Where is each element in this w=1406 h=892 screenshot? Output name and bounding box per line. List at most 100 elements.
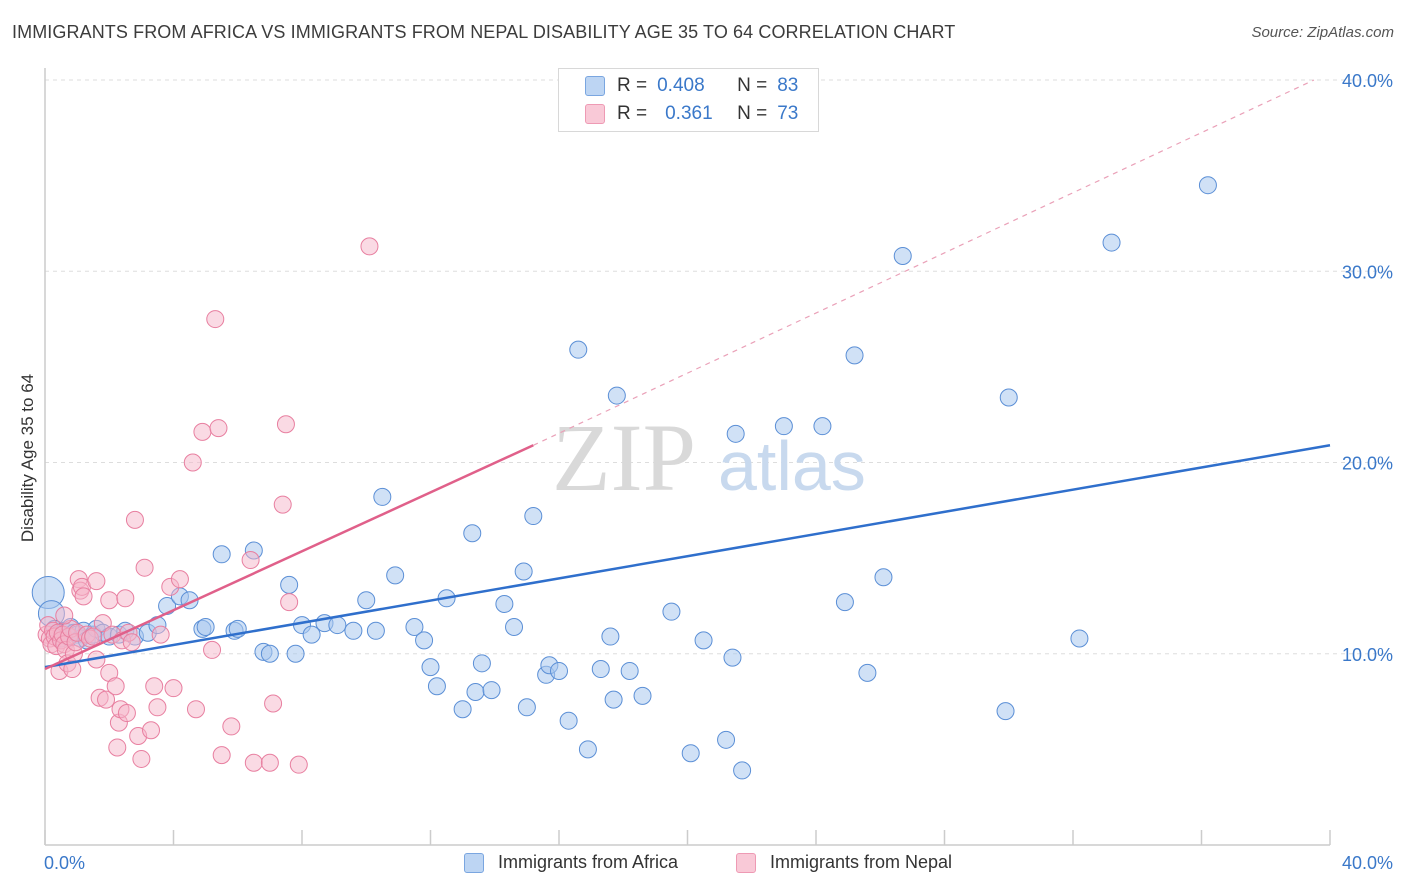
data-point-africa — [466, 683, 485, 701]
data-point-africa — [550, 661, 568, 680]
data-point-nepal — [209, 419, 228, 438]
data-point-africa — [726, 424, 745, 443]
data-point-africa — [517, 698, 536, 717]
legend-row-nepal: R = 0.361 N = 73 — [585, 101, 798, 127]
data-point-nepal — [87, 572, 106, 591]
data-point-africa — [569, 340, 588, 359]
bottom-legend-africa: Immigrants from Africa — [464, 852, 678, 873]
data-point-africa — [999, 388, 1018, 407]
legend-swatch-africa — [585, 76, 605, 96]
x-tick-label: 0.0% — [44, 853, 85, 873]
legend-n-label: N = — [737, 75, 768, 96]
data-point-africa — [874, 568, 893, 587]
data-point-africa — [505, 617, 524, 636]
data-point-africa — [845, 346, 864, 365]
data-point-nepal — [193, 422, 212, 441]
data-point-africa — [774, 417, 793, 436]
data-point-africa — [260, 644, 279, 663]
data-point-africa — [286, 644, 305, 663]
trend-lines — [44, 79, 1331, 671]
data-point-nepal — [142, 721, 161, 740]
chart-title: IMMIGRANTS FROM AFRICA VS IMMIGRANTS FRO… — [12, 22, 956, 42]
data-point-nepal — [55, 606, 74, 625]
bottom-legend-swatch-africa — [464, 852, 484, 873]
y-tick-label: 40.0% — [1342, 71, 1393, 91]
data-point-africa — [733, 761, 752, 780]
data-point-africa — [601, 627, 620, 646]
data-point-africa — [357, 591, 376, 610]
data-point-africa — [421, 658, 440, 677]
x-tick-label: 40.0% — [1342, 853, 1393, 873]
data-point-nepal — [260, 753, 279, 772]
data-point-nepal — [280, 593, 299, 612]
data-point-nepal — [206, 310, 225, 329]
data-point-africa — [591, 660, 610, 679]
legend-row-africa: R = 0.408 N = 83 — [585, 73, 798, 99]
data-point-nepal — [145, 677, 164, 696]
trend-extension-nepal — [533, 79, 1315, 446]
data-point-nepal — [116, 589, 135, 608]
data-point-nepal — [264, 694, 283, 713]
data-point-africa — [813, 417, 832, 436]
data-point-nepal — [164, 679, 183, 698]
legend-r-label: R = — [617, 75, 648, 96]
tick-labels: 10.0% 20.0% 30.0% 40.0% 0.0% 40.0% — [44, 71, 1393, 873]
legend-n-value: 83 — [777, 75, 799, 96]
data-point-nepal — [74, 587, 93, 606]
legend-r-label: R = — [617, 103, 648, 124]
data-point-nepal — [117, 704, 136, 723]
data-point-africa — [620, 661, 639, 680]
data-point-africa — [427, 677, 446, 696]
data-point-nepal — [106, 677, 125, 696]
data-point-nepal — [122, 633, 141, 652]
data-point-africa — [212, 545, 231, 564]
data-point-africa — [386, 566, 405, 585]
data-point-africa — [835, 593, 854, 612]
data-point-africa — [482, 681, 501, 700]
data-point-nepal — [125, 510, 144, 529]
data-point-nepal — [151, 625, 170, 644]
data-point-africa — [717, 730, 736, 749]
data-point-africa — [373, 487, 392, 506]
trend-line-nepal — [44, 444, 534, 671]
data-point-africa — [633, 686, 652, 705]
data-point-africa — [607, 386, 626, 405]
data-point-africa — [723, 648, 742, 667]
data-point-africa — [559, 711, 578, 730]
data-point-nepal — [148, 698, 167, 717]
source-label: Source: ZipAtlas.com — [1251, 24, 1394, 41]
trend-line-africa — [44, 444, 1331, 669]
data-point-nepal — [244, 753, 263, 772]
y-tick-label: 20.0% — [1342, 454, 1393, 474]
data-point-nepal — [186, 700, 205, 719]
series-nepal-points — [37, 237, 379, 774]
data-point-africa — [893, 246, 912, 265]
data-point-nepal — [132, 749, 151, 768]
watermark-zip: ZIP — [552, 404, 696, 511]
legend-box: R = 0.408 N = 83 R = 0.361 N = 73 — [558, 68, 819, 132]
bottom-legend-label-nepal: Immigrants from Nepal — [770, 852, 953, 872]
data-point-africa — [578, 740, 597, 759]
data-point-africa — [415, 631, 434, 650]
axes — [44, 68, 1331, 846]
data-point-africa — [524, 507, 543, 526]
data-point-africa — [280, 575, 299, 594]
data-point-nepal — [203, 640, 222, 659]
data-point-africa — [495, 595, 514, 614]
data-point-nepal — [97, 690, 116, 709]
data-point-africa — [514, 562, 533, 581]
data-point-nepal — [93, 614, 112, 633]
watermark-atlas: atlas — [718, 427, 866, 505]
data-point-africa — [453, 700, 472, 719]
data-point-africa — [405, 617, 424, 636]
legend-swatch-nepal — [585, 104, 605, 124]
data-point-nepal — [289, 755, 308, 774]
data-point-nepal — [212, 746, 231, 765]
legend-n-label: N = — [737, 103, 768, 124]
data-point-africa — [858, 663, 877, 682]
data-point-nepal — [135, 558, 154, 577]
data-point-africa — [604, 690, 623, 709]
data-point-africa — [1070, 629, 1089, 648]
data-point-africa — [996, 702, 1015, 721]
